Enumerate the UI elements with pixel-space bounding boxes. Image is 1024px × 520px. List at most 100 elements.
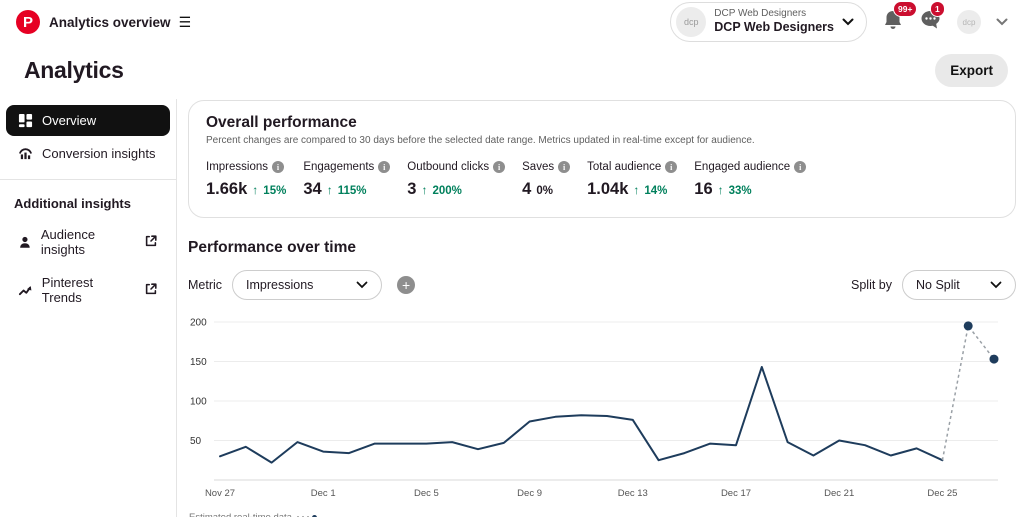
hamburger-menu-icon[interactable]: ☰ bbox=[178, 13, 192, 30]
info-icon[interactable]: i bbox=[665, 161, 678, 173]
metric-label: Saves bbox=[522, 161, 555, 173]
performance-section-title: Performance over time bbox=[188, 239, 356, 256]
account-name-label: DCP Web Designers bbox=[714, 20, 834, 35]
metrics-row: Impressions i 1.66k ↑ 15% Engagements i 34 ↑ 115%… bbox=[206, 161, 998, 199]
sidebar: Overview Conversion insights Additional i… bbox=[0, 99, 177, 517]
up-arrow-icon: ↑ bbox=[326, 183, 333, 197]
metric-change: 0% bbox=[536, 185, 553, 197]
sidebar-section-title: Additional insights bbox=[14, 196, 131, 211]
grid-icon bbox=[18, 113, 33, 128]
metric-label: Metric bbox=[188, 278, 223, 292]
up-arrow-icon: ↑ bbox=[252, 183, 259, 197]
profile-avatar[interactable]: dcp bbox=[957, 10, 981, 34]
svg-text:Dec 9: Dec 9 bbox=[517, 488, 542, 499]
chart-controls: Metric Impressions + Split by No Split bbox=[188, 270, 1016, 300]
metric-label: Outbound clicks bbox=[407, 161, 490, 173]
sidebar-external-nav: Audience insights Pinterest Trends bbox=[0, 219, 176, 313]
add-metric-button[interactable]: + bbox=[397, 276, 416, 294]
metric-label: Engagements bbox=[303, 161, 375, 173]
split-by-dropdown-value: No Split bbox=[916, 278, 960, 292]
metric-change: 33% bbox=[728, 185, 752, 197]
svg-text:50: 50 bbox=[190, 436, 202, 447]
external-link-icon[interactable] bbox=[144, 282, 158, 296]
chevron-down-icon bbox=[990, 281, 1002, 289]
metric-label: Impressions bbox=[206, 161, 268, 173]
overall-performance-card: Overall performance Percent changes are … bbox=[188, 100, 1016, 218]
sidebar-item-conversion-insights[interactable]: Conversion insights bbox=[6, 138, 170, 169]
split-by-dropdown[interactable]: No Split bbox=[902, 270, 1016, 300]
account-names: DCP Web Designers DCP Web Designers bbox=[714, 8, 834, 36]
page-title: Analytics bbox=[24, 57, 124, 83]
info-icon[interactable]: i bbox=[272, 161, 284, 173]
svg-text:Nov 27: Nov 27 bbox=[205, 488, 235, 499]
line-chart-svg: 50 100 150 200 Nov 27 Dec 1 Dec 5 Dec 9 Dec 13 De… bbox=[190, 317, 999, 499]
svg-text:Dec 25: Dec 25 bbox=[927, 488, 957, 499]
messages-button[interactable]: 1 bbox=[919, 1, 945, 36]
account-workspace-label: DCP Web Designers bbox=[714, 7, 807, 19]
app-title: Analytics overview bbox=[49, 14, 171, 30]
metric-value: 16 bbox=[694, 180, 713, 198]
trend-icon bbox=[18, 285, 32, 295]
split-by-label: Split by bbox=[851, 278, 892, 292]
sidebar-item-label: Conversion insights bbox=[42, 146, 156, 161]
external-link-icon[interactable] bbox=[144, 234, 158, 248]
metric-change: 14% bbox=[644, 185, 668, 197]
sidebar-nav: Overview Conversion insights bbox=[0, 105, 176, 169]
metric-impressions: Impressions i 1.66k ↑ 15% bbox=[206, 161, 286, 199]
up-arrow-icon: ↑ bbox=[717, 183, 724, 197]
svg-text:150: 150 bbox=[190, 357, 207, 368]
main-content: Overall performance Percent changes are … bbox=[177, 99, 1024, 517]
metric-engagements: Engagements i 34 ↑ 115% bbox=[303, 161, 391, 199]
info-icon[interactable]: i bbox=[493, 161, 506, 173]
info-icon[interactable]: i bbox=[558, 161, 571, 173]
topbar-right: dcp DCP Web Designers DCP Web Designers … bbox=[670, 0, 1008, 42]
metric-change: 15% bbox=[263, 185, 287, 197]
messages-badge: 1 bbox=[930, 1, 945, 17]
page-body: Overview Conversion insights Additional i… bbox=[0, 99, 1024, 517]
metric-change: 200% bbox=[432, 185, 462, 197]
metric-value: 34 bbox=[303, 180, 322, 198]
estimated-data-legend-icon bbox=[296, 515, 317, 517]
sidebar-item-label: Audience insights bbox=[40, 227, 96, 257]
metric-total-audience: Total audience i 1.04k ↑ 14% bbox=[587, 161, 678, 199]
card-title: Overall performance bbox=[206, 114, 357, 131]
performance-line-chart: 50 100 150 200 Nov 27 Dec 1 Dec 5 Dec 9 Dec 13 De… bbox=[188, 308, 1018, 511]
chevron-down-icon bbox=[356, 281, 368, 289]
export-button[interactable]: Export bbox=[935, 54, 1008, 87]
bar-chart-icon bbox=[18, 148, 33, 160]
top-bar: P Analytics overview ☰ dcp DCP Web Desig… bbox=[0, 0, 1024, 44]
account-menu-chevron-icon[interactable] bbox=[996, 18, 1008, 26]
metric-dropdown-value: Impressions bbox=[246, 278, 314, 292]
sidebar-item-label: Overview bbox=[42, 113, 97, 128]
pinterest-logo-icon[interactable]: P bbox=[16, 10, 40, 34]
svg-text:200: 200 bbox=[190, 317, 207, 328]
account-switcher[interactable]: dcp DCP Web Designers DCP Web Designers bbox=[670, 2, 867, 42]
metric-value: 3 bbox=[407, 180, 417, 198]
sidebar-item-audience-insights[interactable]: Audience insights bbox=[6, 219, 170, 265]
chart-footnote: Estimated real-time data bbox=[189, 512, 1024, 517]
person-icon bbox=[20, 236, 30, 248]
up-arrow-icon: ↑ bbox=[421, 183, 428, 197]
metric-change: 115% bbox=[337, 185, 367, 197]
sidebar-item-pinterest-trends[interactable]: Pinterest Trends bbox=[6, 267, 170, 313]
sidebar-item-label: Pinterest Trends bbox=[41, 275, 94, 305]
info-icon[interactable]: i bbox=[378, 161, 391, 173]
metric-saves: Saves i 4 0% bbox=[522, 161, 571, 199]
metric-value: 4 bbox=[522, 180, 532, 198]
metric-label: Total audience bbox=[587, 161, 662, 173]
sidebar-divider bbox=[0, 179, 176, 180]
account-avatar: dcp bbox=[676, 7, 707, 37]
svg-text:100: 100 bbox=[190, 396, 207, 407]
svg-text:Dec 21: Dec 21 bbox=[824, 488, 854, 499]
info-icon[interactable]: i bbox=[794, 161, 807, 173]
notifications-badge: 99+ bbox=[893, 0, 918, 17]
svg-text:Dec 1: Dec 1 bbox=[311, 488, 336, 499]
metric-outbound-clicks: Outbound clicks i 3 ↑ 200% bbox=[407, 161, 506, 199]
notifications-button[interactable]: 99+ bbox=[882, 0, 918, 37]
svg-text:Dec 5: Dec 5 bbox=[414, 488, 439, 499]
metric-dropdown[interactable]: Impressions bbox=[232, 270, 383, 300]
sidebar-item-overview[interactable]: Overview bbox=[6, 105, 170, 136]
page-header: Analytics Export bbox=[0, 44, 1024, 99]
svg-text:Dec 17: Dec 17 bbox=[721, 488, 751, 499]
metric-value: 1.04k bbox=[587, 180, 629, 198]
